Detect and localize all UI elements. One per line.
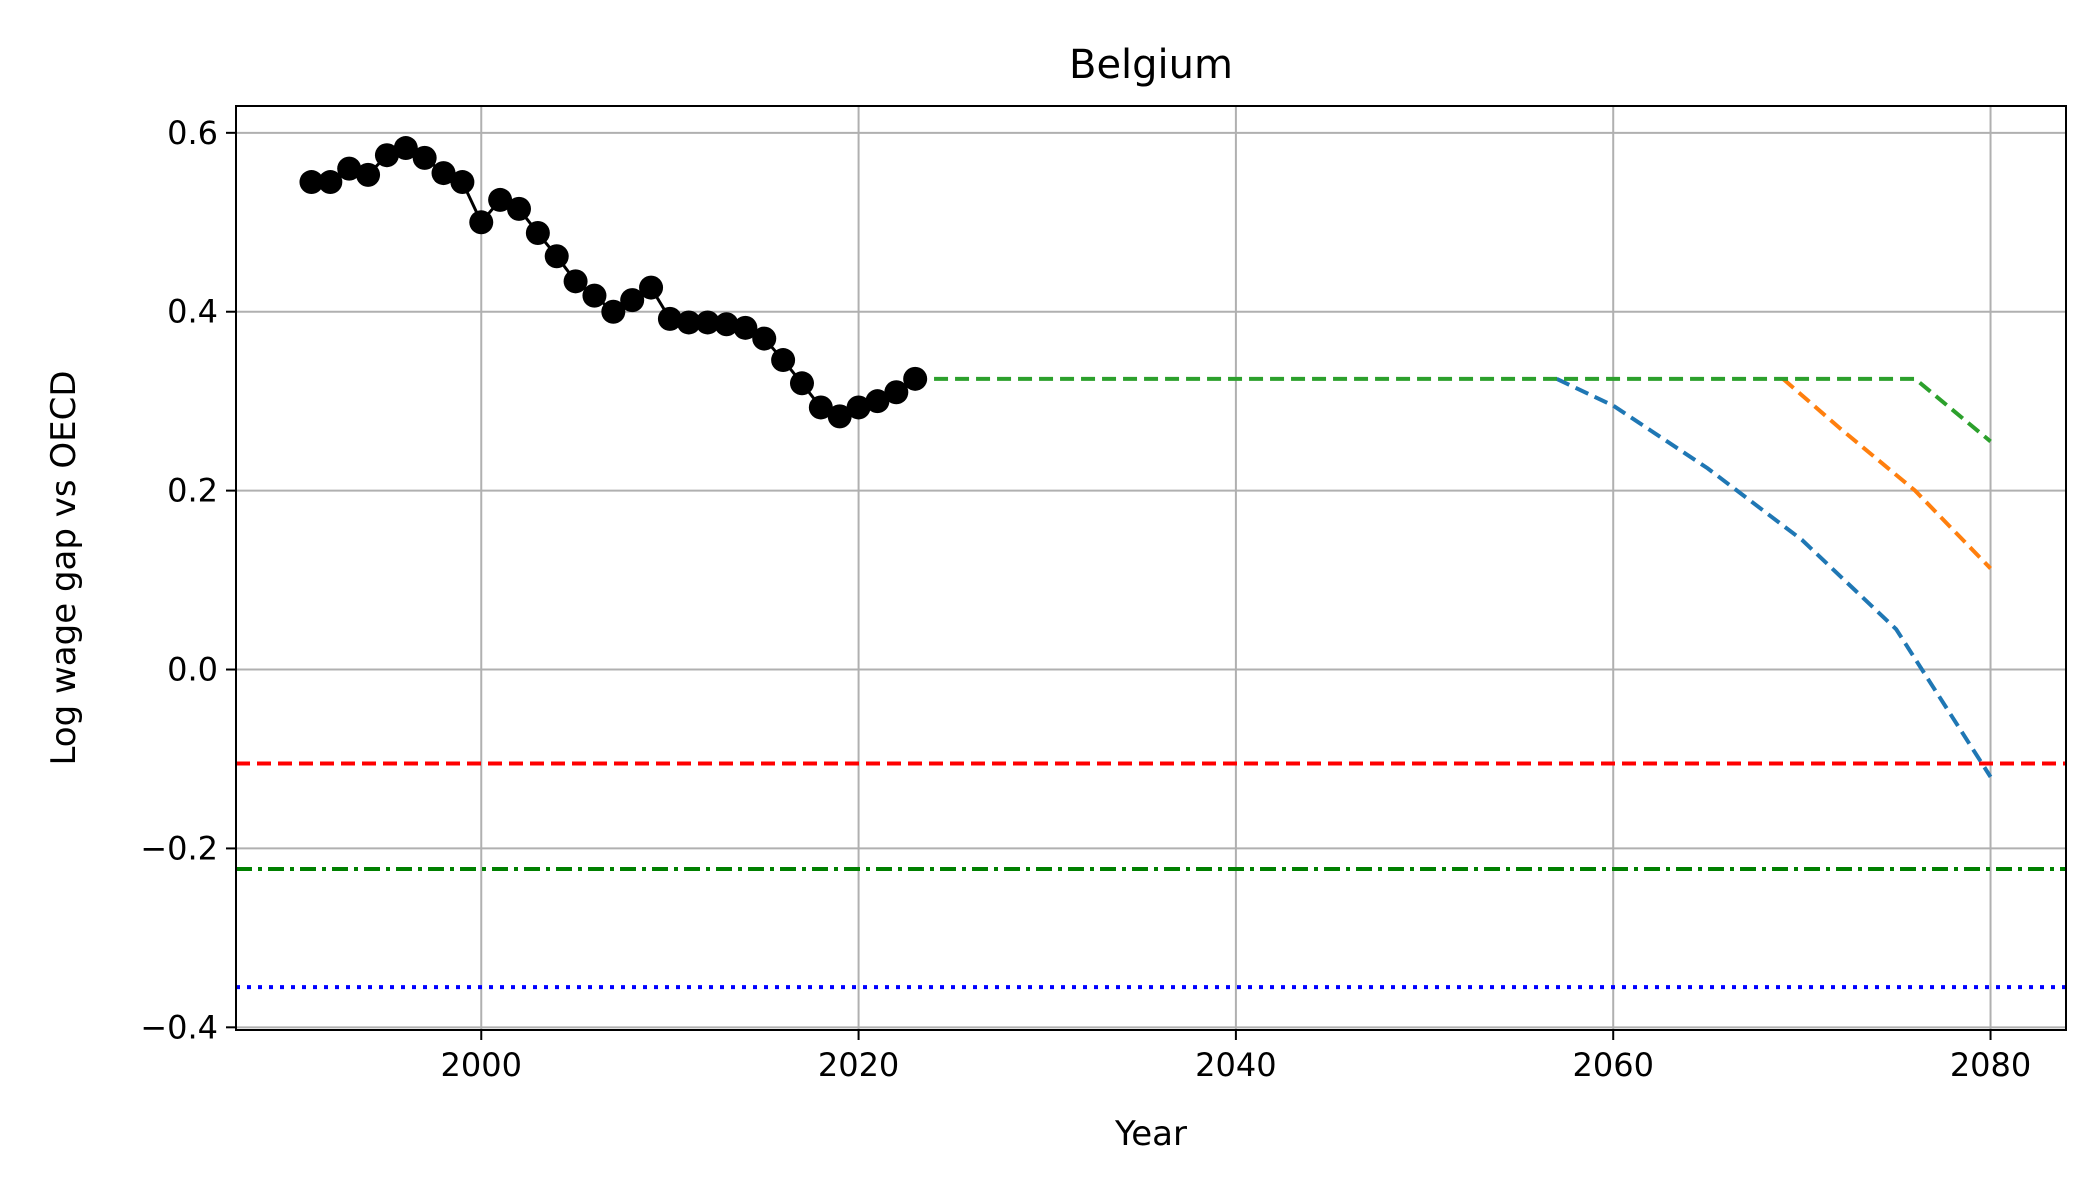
historical-point	[620, 288, 645, 313]
historical-point	[808, 395, 833, 420]
historical-point	[676, 310, 701, 335]
historical-point	[488, 187, 513, 212]
historical-point	[771, 348, 796, 373]
historical-point	[601, 299, 626, 324]
historical-series	[299, 136, 928, 429]
chart-title: Belgium	[1069, 42, 1233, 88]
historical-point	[393, 136, 418, 161]
historical-point	[752, 326, 777, 351]
plot-frame	[235, 105, 2067, 1031]
historical-point	[884, 380, 909, 405]
x-tick-label: 2020	[818, 1046, 899, 1084]
historical-point	[639, 275, 664, 300]
reference-lines	[236, 761, 2066, 990]
x-axis-ticks: 2000 2020 2040 2060 2080	[441, 1030, 2031, 1084]
historical-point	[789, 371, 814, 396]
historical-point	[374, 143, 399, 168]
x-tick-label: 2060	[1572, 1046, 1653, 1084]
y-tick-label: 0.4	[167, 293, 218, 331]
historical-point	[827, 404, 852, 429]
historical-line	[311, 146, 917, 419]
historical-point	[733, 315, 758, 340]
projection-line	[1555, 377, 1993, 778]
x-tick-label: 2000	[441, 1046, 522, 1084]
historical-point	[657, 306, 682, 331]
x-tick-label: 2080	[1950, 1046, 2031, 1084]
historical-point	[450, 170, 475, 195]
historical-point	[506, 196, 531, 221]
y-axis-ticks: −0.4 −0.2 0.0 0.2 0.4 0.6	[140, 114, 236, 1046]
historical-point	[903, 366, 928, 391]
x-tick-label: 2040	[1195, 1046, 1276, 1084]
y-tick-label: −0.2	[140, 829, 218, 867]
historical-point	[431, 161, 456, 186]
historical-point	[469, 210, 494, 235]
projection-series	[934, 376, 1993, 778]
historical-point	[714, 312, 739, 337]
historical-point	[582, 283, 607, 308]
y-tick-label: 0.6	[167, 114, 218, 152]
projection-line	[934, 376, 1992, 443]
y-tick-label: 0.2	[167, 472, 218, 510]
x-axis-label: Year	[1114, 1114, 1187, 1154]
historical-point	[544, 244, 569, 269]
historical-point	[865, 389, 890, 414]
historical-point	[695, 310, 720, 335]
historical-point	[356, 162, 381, 187]
projection-line	[1781, 377, 1992, 570]
historical-point	[337, 156, 362, 181]
y-axis-label: Log wage gap vs OECD	[44, 370, 84, 765]
y-tick-label: −0.4	[140, 1008, 218, 1046]
historical-point	[318, 170, 343, 195]
historical-point	[846, 395, 871, 420]
historical-point	[299, 170, 324, 195]
historical-point	[412, 145, 437, 170]
historical-point	[563, 269, 588, 294]
grid	[236, 106, 2066, 1030]
y-tick-label: 0.0	[167, 651, 218, 689]
historical-point	[525, 221, 550, 246]
